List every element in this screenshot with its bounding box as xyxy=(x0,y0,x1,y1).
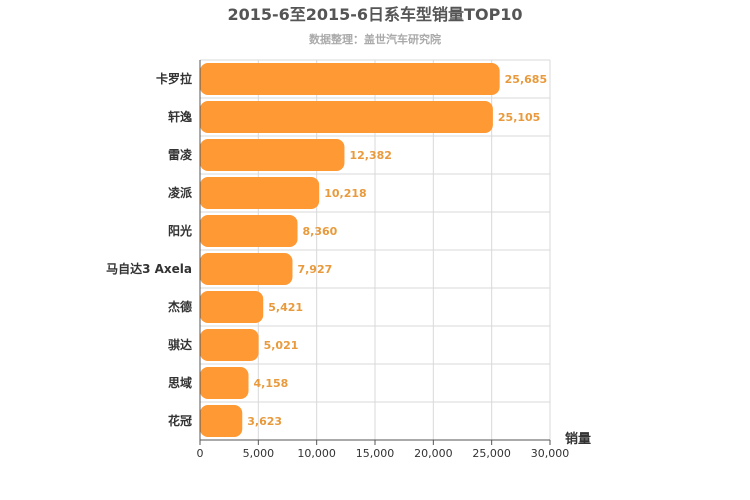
chart-title: 2015-6至2015-6日系车型销量TOP10 xyxy=(227,5,522,24)
category-label: 骐达 xyxy=(168,337,192,352)
category-label: 卡罗拉 xyxy=(156,71,192,86)
value-label: 7,927 xyxy=(297,263,332,276)
bar xyxy=(200,101,493,133)
x-axis-unit-label: 销量 xyxy=(565,431,591,447)
value-label: 4,158 xyxy=(254,377,289,390)
category-label: 思域 xyxy=(168,375,192,390)
x-tick-label: 5,000 xyxy=(243,447,275,460)
bar xyxy=(200,177,320,209)
bar xyxy=(200,405,243,437)
bar xyxy=(200,329,259,361)
category-label: 花冠 xyxy=(168,413,192,428)
category-label: 凌派 xyxy=(168,185,193,200)
value-label: 12,382 xyxy=(349,149,391,162)
chart-subtitle: 数据整理：盖世汽车研究院 xyxy=(309,32,441,46)
x-tick-label: 20,000 xyxy=(414,447,453,460)
x-tick-label: 15,000 xyxy=(356,447,395,460)
x-tick-label: 10,000 xyxy=(297,447,336,460)
axes xyxy=(199,60,551,445)
bar xyxy=(200,291,264,323)
value-label: 10,218 xyxy=(324,187,366,200)
bars xyxy=(200,63,500,437)
bar xyxy=(200,215,298,247)
value-label: 5,021 xyxy=(264,339,299,352)
category-label: 杰德 xyxy=(168,299,192,314)
category-label: 轩逸 xyxy=(168,109,192,124)
bar xyxy=(200,63,500,95)
category-label: 阳光 xyxy=(168,223,192,238)
bar xyxy=(200,253,293,285)
x-tick-label: 30,000 xyxy=(531,447,570,460)
value-label: 8,360 xyxy=(303,225,338,238)
value-label: 25,685 xyxy=(505,73,547,86)
bar xyxy=(200,139,345,171)
value-label: 25,105 xyxy=(498,111,540,124)
x-tick-label: 0 xyxy=(197,447,204,460)
value-label: 5,421 xyxy=(268,301,303,314)
category-label: 雷凌 xyxy=(168,147,193,162)
bar xyxy=(200,367,249,399)
value-labels: 25,685 25,105 12,382 10,218 8,360 7,927 5,421 5… xyxy=(247,73,547,428)
category-label: 马自达3 Axela xyxy=(106,261,192,276)
value-label: 3,623 xyxy=(247,415,282,428)
x-tick-labels: 0 5,000 10,000 15,000 20,000 25,000 30,000 xyxy=(197,447,570,460)
x-tick-label: 25,000 xyxy=(472,447,511,460)
